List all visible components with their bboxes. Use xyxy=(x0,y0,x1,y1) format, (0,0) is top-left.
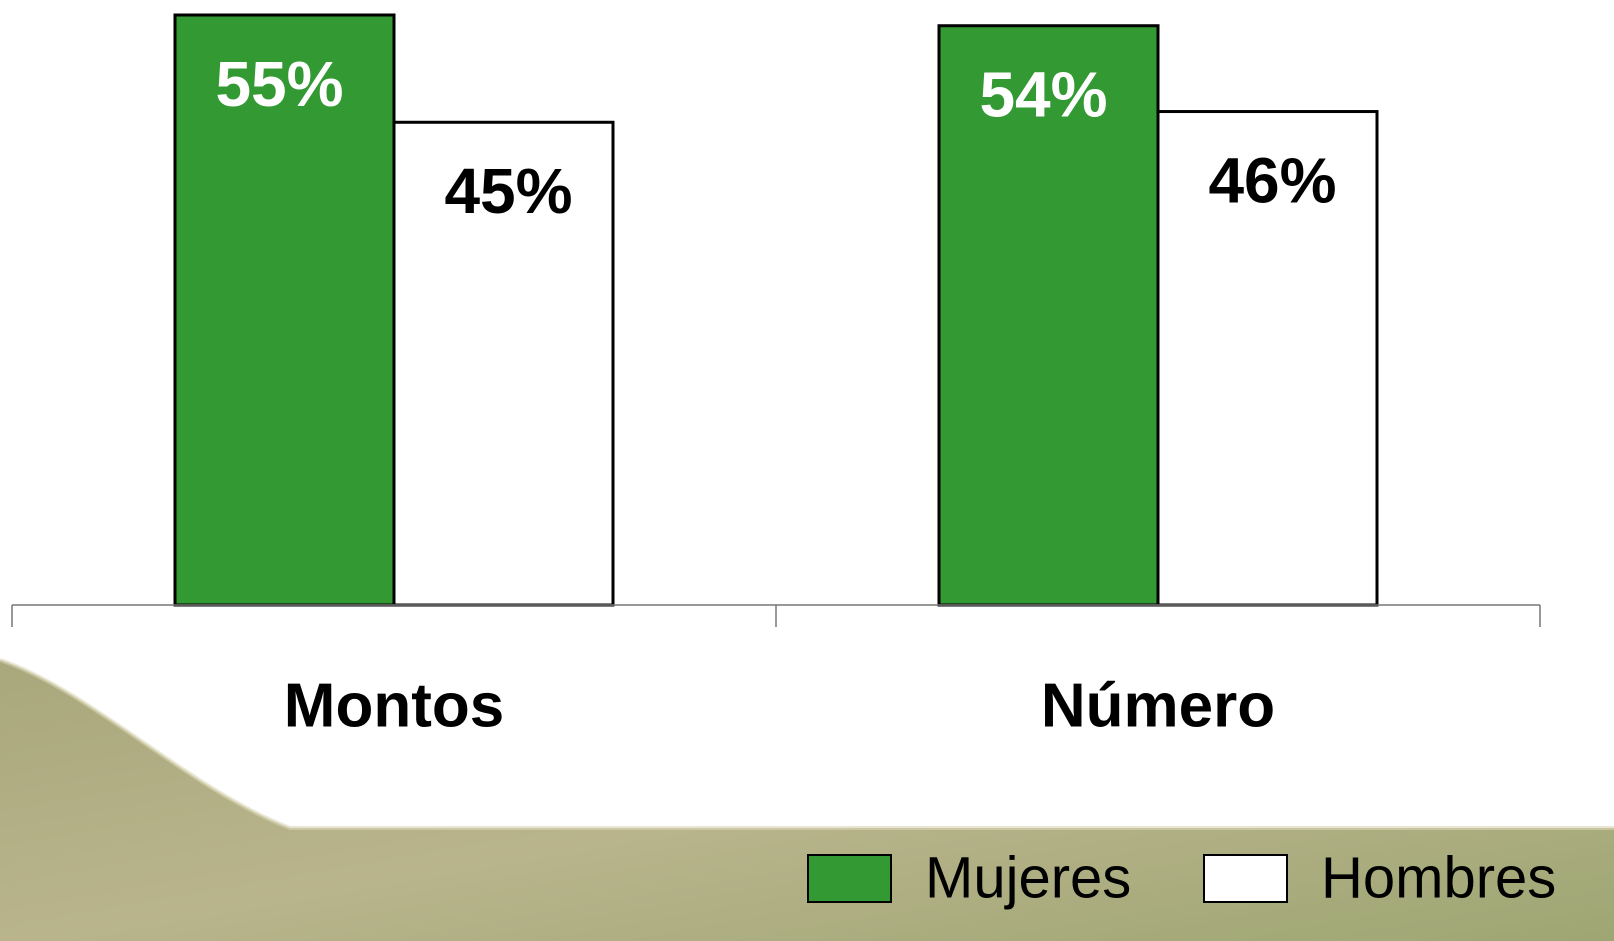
legend-swatch xyxy=(807,854,892,903)
bar xyxy=(1156,110,1379,607)
background-edge xyxy=(0,658,1614,830)
value-label: 55% xyxy=(215,48,343,120)
value-label: 45% xyxy=(444,155,572,227)
x-tick-label: Montos xyxy=(284,671,504,740)
bar xyxy=(173,13,396,607)
legend: Mujeres Hombres xyxy=(807,845,1556,910)
x-tick-label: Número xyxy=(1041,671,1275,740)
bar xyxy=(392,120,615,607)
legend-swatch xyxy=(1203,854,1288,903)
legend-label: Hombres xyxy=(1321,845,1556,910)
value-label: 54% xyxy=(979,59,1107,131)
value-label: 46% xyxy=(1208,144,1336,216)
legend-label: Mujeres xyxy=(925,845,1131,910)
plot-area: 55% 45% Montos 54% 46% Número xyxy=(11,13,1541,740)
